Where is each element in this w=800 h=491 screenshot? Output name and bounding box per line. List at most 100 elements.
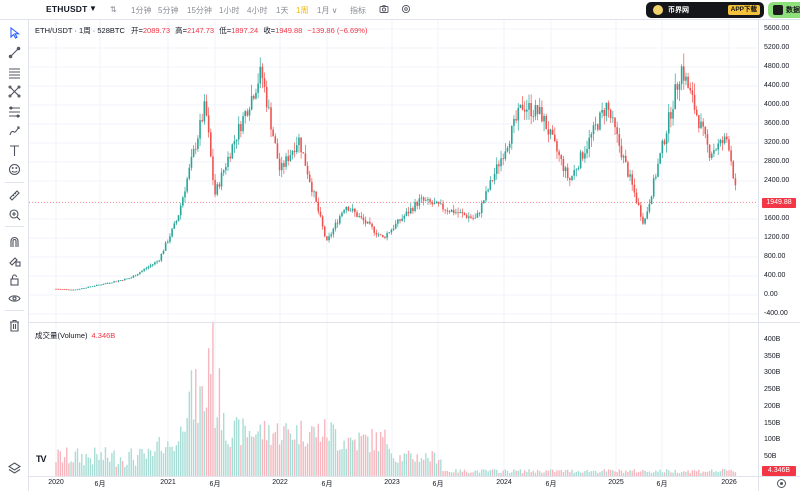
time-tick-label: 2022: [272, 479, 288, 486]
interval-tab[interactable]: 5分钟: [158, 6, 179, 15]
settings-icon[interactable]: [401, 4, 411, 16]
time-tick-label: 6月: [656, 481, 668, 488]
ohlc-legend: ETH/USDT · 1周 · 528BTC 开=2089.73 高=2147.…: [35, 26, 368, 35]
toolbar-divider: [5, 226, 24, 227]
volume-value: 4.346B: [91, 331, 116, 340]
cursor-tool[interactable]: [6, 24, 22, 40]
chart-settings-icon[interactable]: [777, 479, 786, 488]
volume-tick-label: 200B: [764, 402, 781, 410]
price-tick-label: 4800.00: [764, 63, 790, 70]
brush-icon: [8, 125, 20, 135]
magnet-tool[interactable]: [6, 233, 22, 249]
toolbar-divider: [5, 182, 24, 183]
symbol-selector[interactable]: ETHUSDT: [46, 4, 88, 14]
drawing-toolbar: [0, 20, 29, 491]
volume-label: 成交量(Volume): [35, 331, 88, 340]
brush-tool[interactable]: [6, 122, 22, 138]
price-tick-label: 2400.00: [764, 177, 790, 184]
price-tick-label: -400.00: [764, 310, 788, 317]
last-price-tag: 1949.88: [762, 198, 796, 208]
time-tick-label: 6月: [94, 481, 106, 488]
trend-line-icon: [8, 46, 20, 58]
interval-tab[interactable]: 15分钟: [187, 6, 212, 15]
object-tree-tool[interactable]: [6, 460, 22, 476]
interval-tab[interactable]: 1周: [296, 6, 309, 15]
price-tick-label: 800.00: [764, 253, 786, 260]
interval-tab[interactable]: 1月 ∨: [317, 6, 338, 15]
text-tool[interactable]: [6, 142, 22, 158]
emoji-tool[interactable]: [6, 161, 22, 177]
trash-icon: [9, 319, 19, 332]
ruler-tool[interactable]: [6, 187, 22, 203]
volume-tick-label: 250B: [764, 386, 781, 394]
volume-legend: 成交量(Volume) 4.346B: [35, 330, 115, 341]
interval-tab[interactable]: 1小时: [219, 6, 240, 15]
low-value: 1897.24: [231, 26, 259, 35]
coin-logo-icon: [653, 5, 663, 15]
camera-icon[interactable]: [379, 4, 389, 16]
ruler-icon: [8, 189, 20, 201]
pencil-lock-icon: [8, 256, 21, 267]
open-value: 2089.73: [142, 26, 170, 35]
time-tick-label: 6月: [209, 481, 221, 488]
time-tick-label: 2020: [48, 479, 64, 486]
delete-tool[interactable]: [6, 317, 22, 333]
price-tick-label: 0.00: [764, 291, 778, 298]
zoom-in-tool[interactable]: [6, 206, 22, 222]
top-toolbar: ETHUSDT ▼ ⇅ 1分钟 5分钟 15分钟 1小时 4小时 1天 1周 1月 ∨ 指标 …: [0, 0, 800, 20]
app-download-button[interactable]: APP下载: [727, 5, 760, 15]
symbol-title: ETH/USDT · 1周 · 528BTC: [35, 26, 125, 35]
last-volume-tag: 4.346B: [762, 466, 796, 476]
volume-tick-label: 50B: [764, 453, 777, 460]
pattern-icon: [7, 84, 21, 98]
trend-line-tool[interactable]: [6, 44, 22, 60]
high-value: 2147.73: [186, 26, 215, 35]
time-tick-label: 2024: [496, 479, 512, 486]
toolbar-divider: [5, 310, 24, 311]
time-tick-label: 6月: [321, 481, 333, 488]
time-tick-label: 2023: [384, 479, 400, 486]
indicators-button[interactable]: 指标: [350, 6, 366, 15]
time-tick-label: 2021: [160, 479, 176, 486]
lock-tool[interactable]: [6, 271, 22, 287]
zoom-in-icon: [8, 208, 20, 220]
price-axis-border: [758, 20, 759, 491]
compare-icon[interactable]: ⇅: [110, 5, 117, 14]
price-tick-label: 2800.00: [764, 158, 790, 165]
price-tick-label: 5600.00: [764, 25, 790, 32]
lock-drawing-tool[interactable]: [6, 252, 22, 268]
time-axis-border: [29, 476, 800, 477]
volume-tick-label: 100B: [764, 436, 781, 444]
layers-icon: [7, 461, 21, 474]
price-tick-label: 4000.00: [764, 101, 790, 108]
price-chart[interactable]: [29, 20, 759, 476]
eye-icon: [7, 294, 21, 302]
ad-banner[interactable]: 币界网 APP下载: [646, 2, 764, 18]
volume-tick-label: 300B: [764, 369, 781, 377]
interval-tab[interactable]: 4小时: [247, 6, 268, 15]
price-tick-label: 5200.00: [764, 44, 790, 51]
hide-tool[interactable]: [6, 290, 22, 306]
time-tick-label: 6月: [545, 481, 557, 488]
volume-tick-label: 150B: [764, 419, 781, 427]
time-tick-label: 2026: [721, 479, 737, 486]
cursor-icon: [9, 26, 20, 39]
change-value: −139.86 (−6.69%): [307, 26, 368, 35]
data-button[interactable]: 数据: [768, 2, 800, 18]
time-tick-label: 2025: [608, 479, 624, 486]
pane-separator[interactable]: [29, 322, 800, 323]
price-tick-label: 3200.00: [764, 139, 790, 146]
price-tick-label: 4400.00: [764, 82, 790, 89]
interval-tab[interactable]: 1分钟: [131, 6, 152, 15]
price-tick-label: 3600.00: [764, 120, 790, 127]
tradingview-logo[interactable]: TV: [36, 454, 47, 464]
forecast-tool[interactable]: [6, 103, 22, 119]
interval-tab[interactable]: 1天: [276, 6, 289, 15]
fib-tool[interactable]: [6, 64, 22, 80]
pattern-tool[interactable]: [6, 83, 22, 99]
ad-brand-name: 币界网: [668, 7, 689, 14]
chevron-down-icon[interactable]: ▼: [89, 4, 97, 13]
unlock-icon: [9, 273, 19, 286]
time-tick-label: 6月: [432, 481, 444, 488]
forecast-icon: [8, 105, 20, 118]
